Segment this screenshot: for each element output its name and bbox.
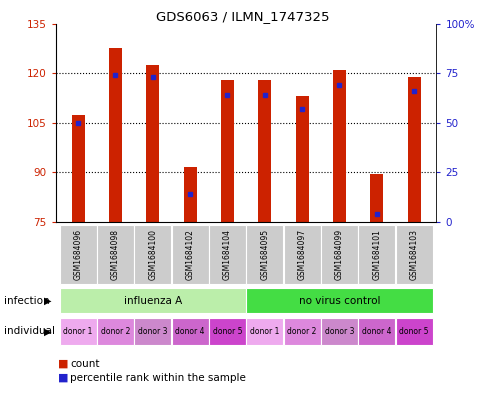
Bar — [60, 288, 245, 313]
Text: ■: ■ — [58, 373, 69, 383]
Text: donor 1: donor 1 — [63, 327, 92, 336]
Bar — [134, 225, 171, 284]
Bar — [283, 318, 320, 345]
Bar — [209, 318, 245, 345]
Bar — [60, 225, 96, 284]
Text: infection: infection — [4, 296, 49, 306]
Bar — [332, 70, 345, 222]
Text: GSM1684097: GSM1684097 — [297, 229, 306, 280]
Text: ▶: ▶ — [44, 326, 51, 336]
Bar — [183, 167, 197, 222]
Bar — [246, 318, 283, 345]
Text: donor 5: donor 5 — [212, 327, 242, 336]
Text: donor 2: donor 2 — [101, 327, 130, 336]
Bar — [295, 96, 308, 222]
Bar — [395, 318, 432, 345]
Text: donor 1: donor 1 — [250, 327, 279, 336]
Bar — [97, 318, 134, 345]
Bar — [358, 225, 394, 284]
Text: donor 5: donor 5 — [398, 327, 428, 336]
Bar — [221, 80, 233, 222]
Text: donor 3: donor 3 — [138, 327, 167, 336]
Text: GDS6063 / ILMN_1747325: GDS6063 / ILMN_1747325 — [155, 10, 329, 23]
Text: GSM1684098: GSM1684098 — [111, 229, 120, 280]
Bar — [171, 225, 208, 284]
Text: GSM1684099: GSM1684099 — [334, 229, 343, 280]
Bar — [283, 225, 320, 284]
Text: GSM1684101: GSM1684101 — [372, 229, 380, 280]
Bar — [97, 225, 134, 284]
Bar — [60, 318, 96, 345]
Bar — [209, 225, 245, 284]
Text: GSM1684104: GSM1684104 — [223, 229, 231, 280]
Text: GSM1684103: GSM1684103 — [409, 229, 418, 280]
Bar — [395, 225, 432, 284]
Bar — [134, 318, 171, 345]
Bar — [258, 80, 271, 222]
Text: donor 4: donor 4 — [175, 327, 204, 336]
Text: ■: ■ — [58, 358, 69, 369]
Text: no virus control: no virus control — [298, 296, 379, 306]
Bar — [72, 114, 85, 222]
Text: donor 3: donor 3 — [324, 327, 353, 336]
Text: count: count — [70, 358, 100, 369]
Bar — [407, 77, 420, 222]
Text: percentile rank within the sample: percentile rank within the sample — [70, 373, 246, 383]
Text: GSM1684096: GSM1684096 — [74, 229, 82, 280]
Bar — [246, 225, 283, 284]
Text: GSM1684100: GSM1684100 — [148, 229, 157, 280]
Text: GSM1684102: GSM1684102 — [185, 229, 194, 280]
Text: influenza A: influenza A — [123, 296, 182, 306]
Bar — [109, 48, 122, 222]
Text: donor 4: donor 4 — [361, 327, 391, 336]
Bar — [369, 174, 382, 222]
Bar — [320, 225, 357, 284]
Text: donor 2: donor 2 — [287, 327, 316, 336]
Bar — [146, 65, 159, 222]
Bar — [358, 318, 394, 345]
Bar — [320, 318, 357, 345]
Bar — [171, 318, 208, 345]
Text: GSM1684095: GSM1684095 — [260, 229, 269, 280]
Bar — [245, 288, 432, 313]
Text: individual: individual — [4, 326, 55, 336]
Text: ▶: ▶ — [44, 296, 51, 306]
